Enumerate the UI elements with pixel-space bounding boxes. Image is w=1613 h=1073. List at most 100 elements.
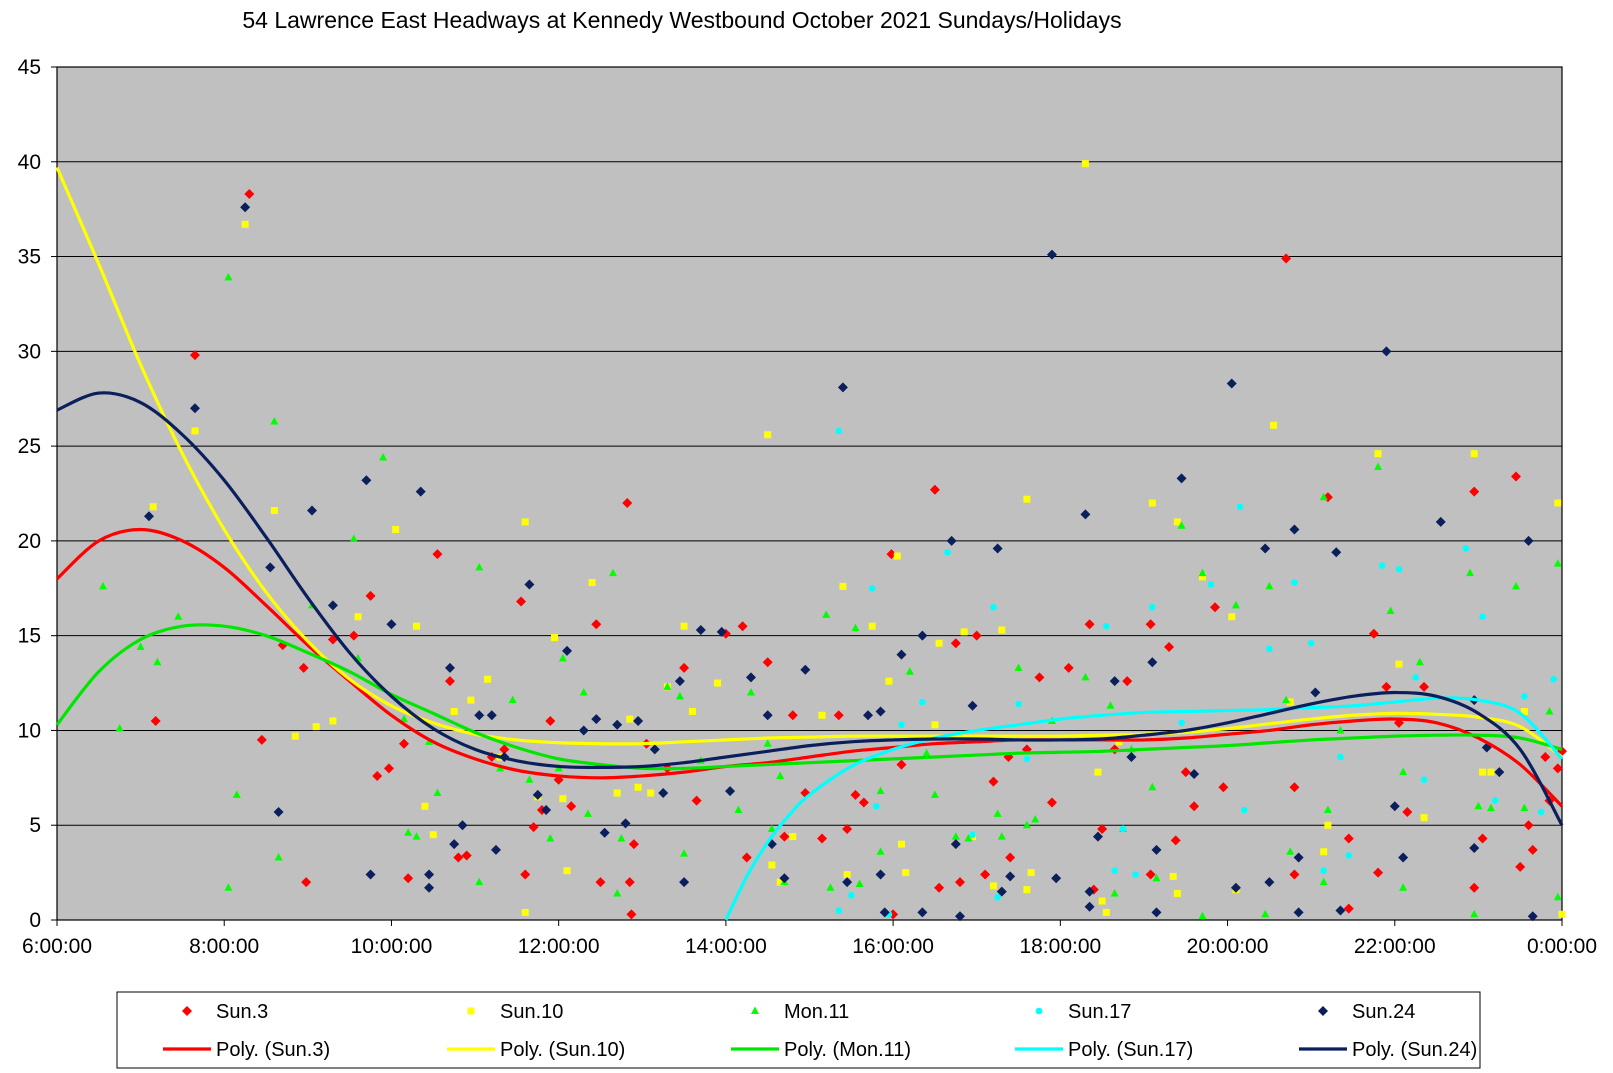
- data-point: [490, 844, 501, 855]
- y-tick-label: 35: [18, 246, 41, 269]
- x-tick-label: 14:00:00: [685, 935, 767, 958]
- data-point: [563, 867, 571, 875]
- data-point: [528, 822, 539, 833]
- data-point: [301, 877, 312, 888]
- data-point: [365, 869, 376, 880]
- data-point: [1291, 579, 1298, 586]
- data-point: [1145, 869, 1156, 880]
- data-point: [1198, 573, 1206, 581]
- data-point: [1081, 672, 1090, 681]
- data-point: [1307, 639, 1315, 647]
- data-point: [1319, 877, 1328, 886]
- data-point: [1022, 820, 1031, 829]
- data-point: [613, 789, 621, 797]
- data-point: [265, 562, 276, 573]
- data-point: [1494, 767, 1505, 778]
- x-tick-label: 6:00:00: [22, 935, 92, 958]
- data-point: [444, 662, 455, 673]
- data-point: [980, 869, 991, 880]
- data-point: [559, 795, 567, 803]
- data-point: [149, 503, 157, 511]
- data-point: [1034, 672, 1045, 683]
- data-point: [453, 852, 464, 863]
- data-point: [875, 706, 886, 717]
- data-point: [591, 619, 602, 630]
- data-point: [1420, 776, 1428, 784]
- data-point: [1477, 833, 1488, 844]
- data-point: [875, 869, 886, 880]
- data-point: [776, 878, 784, 886]
- data-point: [457, 820, 468, 831]
- data-point: [691, 795, 702, 806]
- data-point: [599, 827, 610, 838]
- y-tick-label: 5: [29, 814, 41, 837]
- data-point: [1289, 782, 1300, 793]
- data-point: [994, 893, 1001, 901]
- legend-entry: Sun.10: [500, 1001, 563, 1023]
- trendline: [56, 391, 1564, 826]
- data-point: [224, 272, 233, 281]
- data-point: [189, 350, 200, 361]
- legend-entry: Poly. (Mon.11): [784, 1039, 911, 1061]
- data-point: [1180, 767, 1191, 778]
- data-point: [516, 596, 527, 607]
- y-tick-label: 10: [18, 719, 41, 742]
- data-point: [444, 676, 455, 687]
- data-point: [1286, 698, 1294, 706]
- data-point: [1345, 852, 1353, 859]
- data-point: [1343, 903, 1354, 914]
- data-point: [578, 725, 589, 736]
- data-point: [1386, 606, 1395, 615]
- data-point: [270, 416, 279, 425]
- data-point: [1270, 421, 1278, 429]
- data-point: [988, 776, 999, 787]
- data-point: [863, 710, 874, 721]
- data-point: [474, 710, 485, 721]
- data-point: [189, 403, 200, 414]
- data-point: [392, 526, 400, 534]
- data-point: [633, 715, 644, 726]
- data-point: [768, 861, 776, 869]
- data-point: [1151, 907, 1162, 918]
- data-point: [591, 714, 602, 725]
- data-point: [634, 783, 642, 791]
- data-point: [241, 220, 249, 228]
- data-point: [432, 549, 443, 560]
- data-point: [935, 639, 943, 647]
- data-point: [922, 748, 931, 757]
- data-point: [1537, 808, 1545, 816]
- data-point: [1420, 814, 1428, 822]
- data-point: [835, 427, 843, 435]
- data-point: [896, 759, 907, 770]
- plot-background: [57, 67, 1562, 920]
- legend-marker: [182, 1006, 192, 1016]
- legend-entry: Poly. (Sun.17): [1068, 1039, 1193, 1061]
- data-point: [1469, 486, 1480, 497]
- data-point: [413, 622, 421, 630]
- data-point: [714, 679, 722, 687]
- data-point: [897, 840, 905, 848]
- data-point: [298, 662, 309, 673]
- data-point: [150, 715, 161, 726]
- data-point: [1527, 844, 1538, 855]
- data-point: [329, 717, 337, 725]
- data-point: [893, 552, 901, 560]
- legend-entry: Poly. (Sun.10): [500, 1039, 625, 1061]
- y-tick-label: 25: [18, 435, 41, 458]
- data-point: [1552, 763, 1563, 774]
- data-point: [1027, 869, 1035, 877]
- data-point: [1515, 861, 1526, 872]
- data-point: [1558, 910, 1566, 918]
- data-point: [1046, 797, 1057, 808]
- data-point: [934, 882, 945, 893]
- data-point: [1046, 249, 1057, 260]
- data-point: [521, 518, 529, 526]
- data-point: [1469, 842, 1480, 853]
- data-point: [1005, 871, 1016, 882]
- data-point: [1207, 581, 1215, 588]
- data-point: [1023, 755, 1031, 763]
- data-point: [1178, 719, 1185, 727]
- data-point: [1395, 566, 1403, 573]
- data-point: [499, 744, 510, 755]
- data-point: [917, 630, 928, 641]
